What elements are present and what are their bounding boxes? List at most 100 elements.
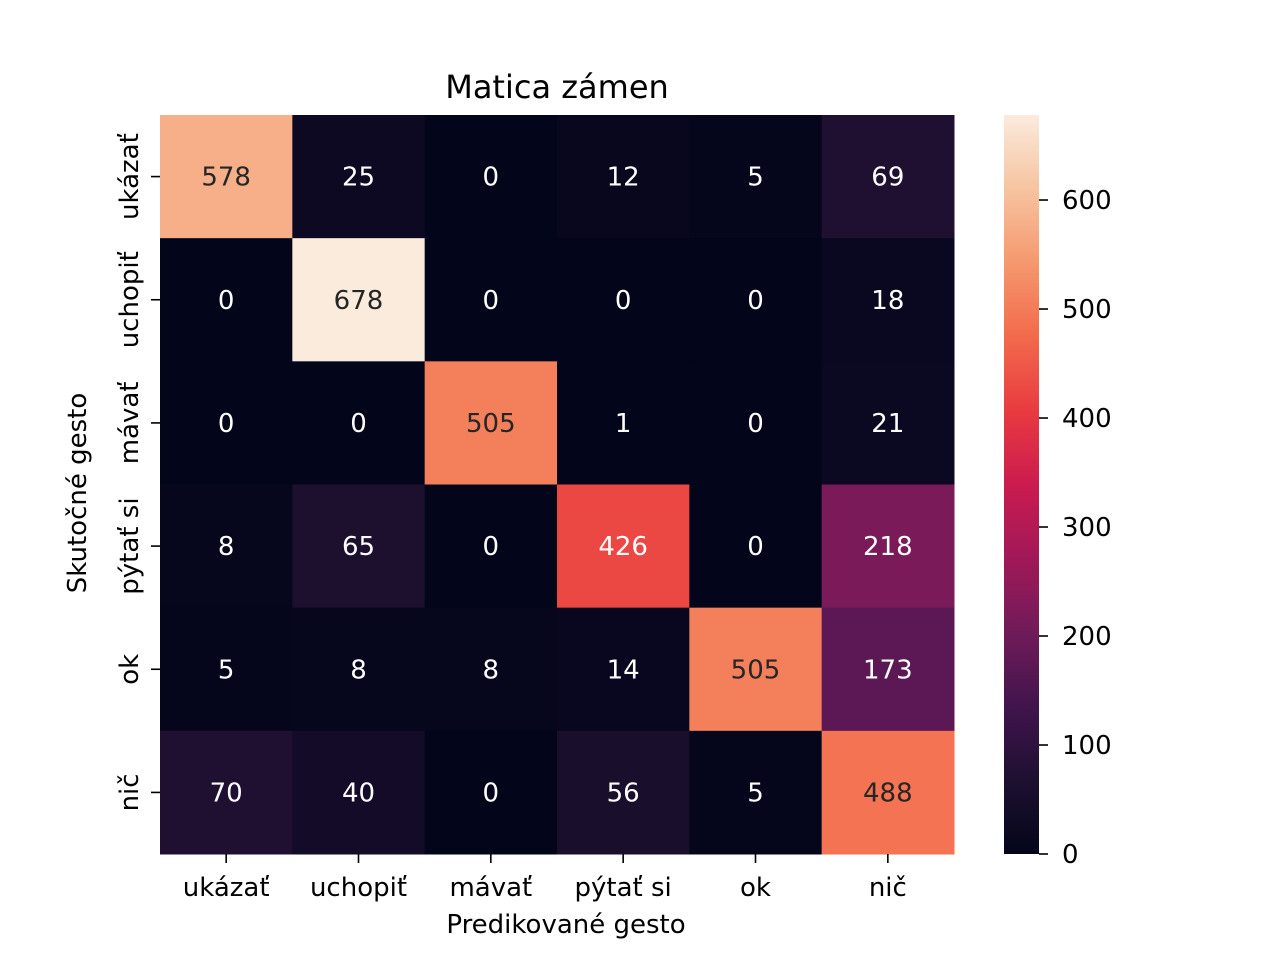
x-tick-label: mávať — [449, 873, 532, 903]
y-tick-label: nič — [115, 773, 145, 811]
cell-value-label: 678 — [334, 286, 384, 316]
colorbar-tick-label: 300 — [1062, 513, 1112, 543]
chart-title: Matica zámen — [445, 68, 669, 106]
heatmap-cell — [821, 607, 955, 732]
cell-value-label: 12 — [607, 163, 640, 193]
x-tick-label: uchopiť — [310, 873, 407, 903]
y-axis-label: Skutočné gesto — [63, 393, 93, 594]
heatmap-cell — [424, 115, 558, 239]
colorbar-ticks: 0 100 200 300 400 500 600 — [1039, 186, 1112, 870]
cell-value-label: 0 — [218, 409, 235, 439]
heatmap-cell — [292, 484, 426, 609]
heatmap-cell — [292, 607, 426, 732]
cell-value-label: 5 — [747, 163, 764, 193]
heatmap-cell — [689, 484, 823, 609]
x-tick-label: nič — [869, 873, 907, 903]
colorbar-tick-label: 100 — [1062, 731, 1112, 761]
cell-value-label: 218 — [863, 532, 913, 562]
x-axis-label: Predikované gesto — [446, 910, 685, 940]
cell-value-label: 5 — [747, 778, 764, 808]
colorbar-tick-label: 500 — [1062, 295, 1112, 325]
heatmap-cell — [557, 361, 690, 485]
cell-value-label: 65 — [342, 532, 375, 562]
heatmap-cell — [557, 484, 690, 609]
heatmap-cell — [821, 484, 955, 609]
cell-value-label: 426 — [598, 532, 648, 562]
cell-value-label: 70 — [210, 778, 243, 808]
cell-value-label: 0 — [218, 286, 235, 316]
heatmap-cell — [424, 607, 558, 732]
heatmap-cell — [424, 238, 558, 362]
colorbar-tick-label: 200 — [1062, 622, 1112, 652]
cell-value-label: 0 — [615, 286, 632, 316]
cell-value-label: 69 — [871, 163, 904, 193]
heatmap-cell — [292, 238, 426, 362]
cell-value-label: 8 — [350, 655, 367, 685]
cell-value-label: 14 — [607, 655, 640, 685]
cell-value-label: 1 — [615, 409, 632, 439]
cell-value-label: 18 — [871, 286, 904, 316]
heatmap-cell — [160, 115, 293, 239]
cell-value-label: 0 — [483, 532, 500, 562]
heatmap-cells: 578 25 0 12 5 690 678 0 0 0 180 0 505 1 0 218 65 0 426 0 218… — [160, 115, 955, 855]
heatmap-cell — [160, 238, 293, 362]
y-tick-label: mávať — [115, 382, 145, 465]
cell-value-label: 488 — [863, 778, 913, 808]
cell-value-label: 0 — [747, 286, 764, 316]
heatmap-cell — [689, 361, 823, 485]
heatmap-cell — [821, 361, 955, 485]
heatmap-cell — [160, 484, 293, 609]
heatmap-cell — [557, 238, 690, 362]
cell-value-label: 0 — [747, 409, 764, 439]
cell-value-label: 0 — [483, 163, 500, 193]
cell-value-label: 8 — [483, 655, 500, 685]
y-tick-label: pýtať si — [115, 497, 145, 594]
heatmap-cell — [292, 115, 426, 239]
cell-value-label: 40 — [342, 778, 375, 808]
cell-value-label: 8 — [218, 532, 235, 562]
heatmap-cell — [160, 730, 293, 855]
cell-value-label: 5 — [218, 655, 235, 685]
heatmap-cell — [689, 115, 823, 239]
heatmap-cell — [557, 115, 690, 239]
cell-value-label: 0 — [747, 532, 764, 562]
y-tick-label: ok — [115, 654, 145, 685]
cell-value-label: 505 — [731, 655, 781, 685]
y-tick-label: ukázať — [115, 133, 145, 220]
cell-value-label: 25 — [342, 163, 375, 193]
cell-value-label: 0 — [483, 286, 500, 316]
x-tick-label: pýtať si — [575, 873, 672, 903]
heatmap-cell — [821, 730, 955, 855]
heatmap-cell — [821, 115, 955, 239]
x-axis-ticks: ukázať uchopiť mávať pýtať si ok nič — [183, 854, 907, 903]
heatmap-cell — [557, 730, 690, 855]
colorbar-tick-label: 400 — [1062, 404, 1112, 434]
y-axis-ticks: ukázať uchopiť mávať pýtať si ok nič — [115, 133, 160, 811]
cell-value-label: 505 — [466, 409, 516, 439]
heatmap-cell — [292, 730, 426, 855]
cell-value-label: 578 — [201, 163, 251, 193]
heatmap-cell — [424, 730, 558, 855]
heatmap-cell — [689, 238, 823, 362]
heatmap-cell — [689, 607, 823, 732]
colorbar-tick-label: 600 — [1062, 186, 1112, 216]
x-tick-label: ukázať — [183, 873, 270, 903]
colorbar-tick-label: 0 — [1062, 840, 1079, 870]
heatmap-cell — [424, 361, 558, 485]
cell-value-label: 173 — [863, 655, 913, 685]
cell-value-label: 21 — [871, 409, 904, 439]
x-tick-label: ok — [740, 873, 771, 903]
heatmap-cell — [160, 607, 293, 732]
heatmap-cell — [160, 361, 293, 485]
y-tick-label: uchopiť — [115, 251, 145, 348]
cell-value-label: 0 — [350, 409, 367, 439]
heatmap-cell — [689, 730, 823, 855]
heatmap-cell — [821, 238, 955, 362]
heatmap-cell — [424, 484, 558, 609]
colorbar — [1004, 115, 1039, 854]
cell-value-label: 0 — [483, 778, 500, 808]
cell-value-label: 56 — [607, 778, 640, 808]
heatmap-cell — [557, 607, 690, 732]
heatmap-cell — [292, 361, 426, 485]
